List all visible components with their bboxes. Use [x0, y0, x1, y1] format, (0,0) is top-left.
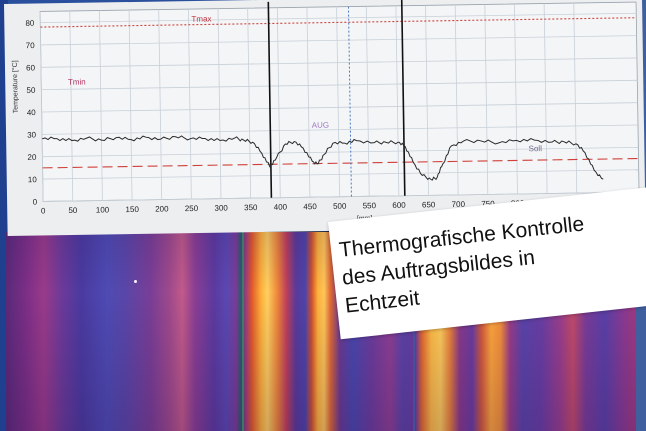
x-tick-label: 400: [274, 203, 288, 212]
threshold-line: [42, 157, 639, 169]
grid-line-horizontal: [42, 169, 639, 180]
y-tick-label: 30: [27, 130, 37, 139]
y-tick-label: 50: [26, 86, 36, 95]
y-tick-label: 40: [27, 108, 37, 117]
grid-line-vertical: [306, 7, 311, 198]
y-tick-label: 0: [33, 197, 38, 206]
grid-line-horizontal: [40, 35, 637, 46]
grid-line-vertical: [276, 7, 281, 198]
grid-line-vertical: [158, 9, 163, 200]
grid-line-vertical: [128, 10, 133, 201]
thermal-hotspot: [134, 280, 137, 283]
x-tick-label: 500: [333, 202, 347, 211]
grid-line-vertical: [425, 5, 429, 196]
grid-line-horizontal: [40, 12, 637, 24]
y-tick-label: 10: [28, 175, 38, 184]
grid-line-vertical: [365, 6, 370, 197]
grid-line-horizontal: [43, 191, 640, 202]
y-tick-label: 80: [25, 19, 35, 28]
x-tick-label: 150: [125, 205, 139, 214]
grid-line-vertical: [247, 8, 252, 199]
x-tick-label: 250: [185, 204, 199, 213]
y-axis-title: Temperature [°C]: [11, 60, 20, 113]
grid-line-horizontal: [41, 79, 638, 91]
grid-line-vertical: [514, 3, 518, 194]
x-tick-label: 600: [392, 201, 406, 210]
annotation-tmin: Tmin: [68, 77, 86, 86]
thermal-marker-line: [242, 232, 244, 431]
grid-line-vertical: [69, 10, 74, 201]
grid-line-vertical: [39, 11, 44, 202]
grid-line-vertical: [99, 10, 103, 201]
x-tick-label: 450: [303, 202, 317, 211]
grid-line-vertical: [187, 9, 192, 200]
threshold-line: [40, 17, 637, 28]
grid-line-horizontal: [40, 57, 637, 68]
x-tick-label: 300: [214, 204, 228, 213]
x-tick-label: 550: [363, 201, 377, 210]
grid-line-horizontal: [42, 124, 638, 135]
grid-line-horizontal: [41, 102, 638, 113]
grid-line-vertical: [395, 5, 400, 196]
position-marker-line: [400, 0, 406, 196]
y-tick-label: 70: [26, 41, 36, 50]
grid-line-vertical: [543, 3, 548, 194]
grid-line-vertical: [454, 4, 459, 195]
x-tick-label: 0: [41, 206, 46, 215]
x-tick-label: 700: [452, 200, 466, 209]
thermal-marker-line: [413, 232, 415, 431]
frame-left-edge: [0, 0, 8, 431]
grid-line-vertical: [484, 4, 489, 195]
grid-line-vertical: [336, 6, 340, 197]
x-tick-label: 50: [68, 206, 78, 215]
annotation-tmax: Tmax: [191, 14, 211, 23]
temperature-chart: 0 50 100 150 200 250 300 350 400 450 500 550 600 650 7…: [11, 0, 640, 222]
annotation-aug: AUG: [312, 121, 329, 130]
grid-line-vertical: [573, 3, 578, 194]
grid-line-horizontal: [42, 146, 639, 158]
x-tick-label: 100: [96, 205, 110, 214]
y-tick-label: 60: [26, 63, 36, 72]
y-tick-label: 20: [27, 153, 37, 162]
x-tick-label: 350: [244, 203, 258, 212]
x-tick-label: 200: [155, 204, 169, 213]
annotation-soll: Soll: [529, 144, 543, 153]
grid-line-vertical: [217, 8, 222, 199]
caption-text: Thermografische Kontrolle des Auftragsbi…: [337, 212, 586, 318]
x-tick-label: 650: [422, 200, 436, 209]
temperature-series-line: [41, 135, 604, 181]
temperature-chart-printout: 0 50 100 150 200 250 300 350 400 450 500 550 600 650 7…: [4, 0, 646, 236]
